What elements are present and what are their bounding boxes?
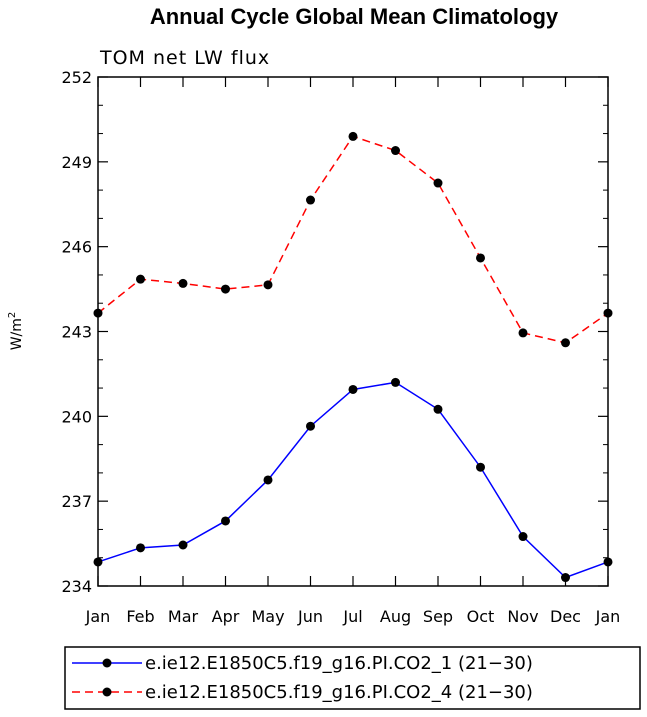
data-point: [518, 328, 528, 338]
x-tick-label: Mar: [168, 607, 199, 626]
y-tick-labels: 234 237 240 243 246 249 252: [61, 68, 92, 596]
data-point: [221, 284, 230, 294]
chart-title: Annual Cycle Global Mean Climatology: [150, 4, 559, 29]
x-tick-label: Aug: [380, 607, 411, 626]
y-tick-label: 246: [61, 238, 92, 257]
series-layer: [93, 131, 613, 583]
data-point: [93, 557, 103, 567]
series-2: [93, 131, 613, 348]
x-tick-labels: Jan Feb Mar Apr May Jun Jul Aug Sep Oct Nov Dec Jan: [85, 607, 621, 626]
legend-label: e.ie12.E1850C5.f19_g16.PI.CO2_4 (21−30): [145, 682, 533, 703]
y-tick-label: 237: [61, 492, 92, 511]
data-point: [263, 475, 273, 485]
x-tick-label: Feb: [126, 607, 154, 626]
data-point: [603, 557, 613, 567]
axis-ticks: [97, 76, 609, 587]
x-tick-label: Jun: [297, 607, 323, 626]
data-point: [561, 338, 570, 348]
data-point: [263, 280, 273, 290]
x-tick-label: Nov: [507, 607, 538, 626]
data-point: [306, 195, 315, 205]
x-tick-label: Jan: [85, 607, 111, 626]
data-point: [306, 421, 315, 431]
series-line: [97, 381, 609, 579]
x-tick-label: Jan: [595, 607, 621, 626]
data-point: [348, 384, 358, 394]
legend-box: [64, 646, 641, 710]
y-tick-label: 249: [61, 153, 92, 172]
x-tick-label: Dec: [550, 607, 581, 626]
y-axis-label: W/m2: [7, 312, 25, 351]
y-axis-label-exponent: 2: [7, 312, 18, 318]
legend: e.ie12.E1850C5.f19_g16.PI.CO2_1 (21−30) e…: [72, 653, 533, 703]
y-tick-label: 240: [61, 407, 92, 426]
data-point: [603, 308, 613, 318]
series-line: [97, 135, 609, 344]
data-point: [391, 377, 400, 387]
data-point: [476, 462, 485, 472]
x-tick-label: Sep: [423, 607, 453, 626]
x-tick-label: May: [251, 607, 284, 626]
data-point: [178, 278, 188, 288]
data-point: [178, 540, 188, 550]
data-point: [518, 532, 528, 542]
data-point: [433, 178, 443, 188]
data-point: [433, 404, 443, 414]
data-point: [136, 274, 145, 284]
chart-subtitle: TOM net LW flux: [99, 47, 270, 69]
series-1: [93, 377, 613, 583]
legend-marker: [102, 687, 112, 697]
plot-frame: [97, 76, 609, 587]
data-point: [221, 516, 230, 526]
data-point: [391, 146, 400, 156]
y-tick-label: 243: [61, 323, 92, 342]
y-tick-label: 252: [61, 68, 92, 87]
y-tick-label: 234: [61, 577, 92, 596]
data-point: [561, 573, 570, 583]
data-point: [136, 543, 145, 553]
x-tick-label: Oct: [467, 607, 495, 626]
data-point: [93, 308, 103, 318]
data-point: [476, 253, 485, 263]
x-tick-label: Apr: [212, 607, 240, 626]
y-axis-label-base: W/m: [9, 318, 25, 350]
legend-label: e.ie12.E1850C5.f19_g16.PI.CO2_1 (21−30): [145, 653, 533, 674]
x-tick-label: Jul: [342, 607, 362, 626]
data-point: [348, 131, 358, 141]
legend-marker: [102, 658, 112, 668]
